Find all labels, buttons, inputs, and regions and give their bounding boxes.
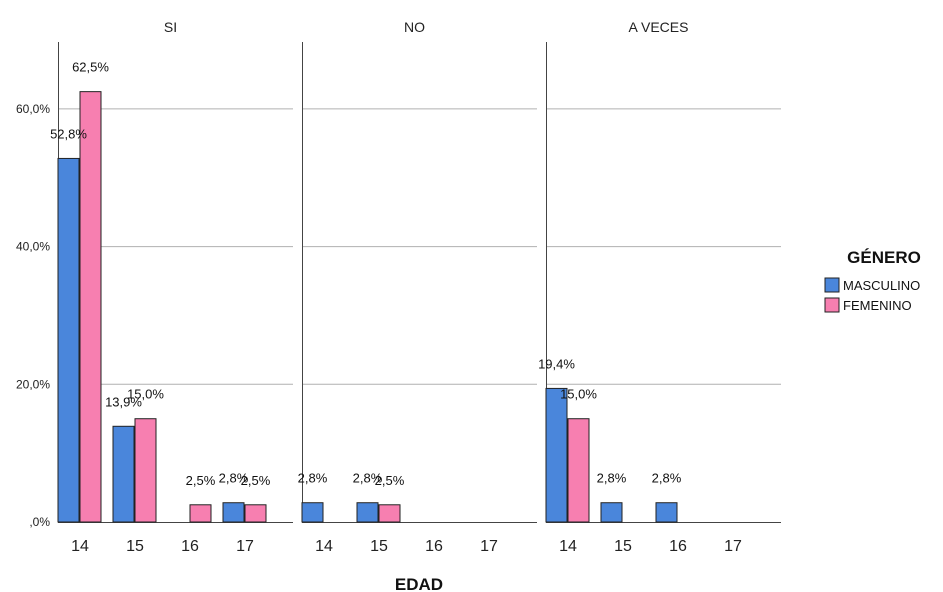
panel-title: SI <box>164 19 177 35</box>
bar-masculino <box>545 387 568 523</box>
bar-femenino <box>378 504 401 523</box>
data-label: 13,9% <box>105 394 142 409</box>
y-tick-label: 20,0% <box>16 377 50 391</box>
data-label: 2,5% <box>241 473 271 488</box>
x-tick-label: 16 <box>181 538 199 555</box>
data-labels: 52,8%13,9%2,8%62,5%15,0%2,5% 2,5% 2,8% 2,8%… <box>50 60 682 488</box>
y-tick-label: 40,0% <box>16 240 50 254</box>
y-tick-label: ,0% <box>29 515 50 529</box>
x-tick-label: 17 <box>236 538 254 555</box>
data-label: 2,8% <box>353 471 383 486</box>
x-tick-label: 15 <box>126 538 144 555</box>
data-label: 2,8% <box>652 471 682 486</box>
legend-title: GÉNERO <box>847 248 921 267</box>
legend-swatch <box>824 277 840 293</box>
bar-femenino <box>79 91 102 523</box>
data-label: 62,5% <box>72 60 109 75</box>
data-label: 2,8% <box>597 471 627 486</box>
x-tick-label: 14 <box>71 538 89 555</box>
data-label: 19,4% <box>538 356 575 371</box>
data-label: 2,8% <box>219 471 249 486</box>
bar-masculino <box>655 502 678 523</box>
data-label: 2,8% <box>298 471 328 486</box>
bar-masculino <box>57 157 80 523</box>
data-label: 15,0% <box>127 387 164 402</box>
x-tick-label: 14 <box>315 538 333 555</box>
x-tick-label: 17 <box>724 538 742 555</box>
data-label: 52,8% <box>50 126 87 141</box>
legend-label: MASCULINO <box>843 278 920 293</box>
bar-femenino <box>244 504 267 523</box>
bars <box>57 91 678 523</box>
data-label: 2,5% <box>186 473 216 488</box>
bar-masculino <box>112 425 135 523</box>
x-tick-label: 16 <box>669 538 687 555</box>
data-label: 2,5% <box>375 473 405 488</box>
x-tick-label: 16 <box>425 538 443 555</box>
x-tick-label: 14 <box>559 538 577 555</box>
bar-masculino <box>600 502 623 523</box>
x-tick-label: 15 <box>370 538 388 555</box>
panel-title: A VECES <box>629 19 689 35</box>
y-tick-label: 60,0% <box>16 102 50 116</box>
bar-femenino <box>189 504 212 523</box>
x-tick-label: 17 <box>480 538 498 555</box>
x-axis-label: EDAD <box>395 575 443 592</box>
data-label: 15,0% <box>560 387 597 402</box>
bar-masculino <box>301 502 324 523</box>
x-tick-label: 15 <box>614 538 632 555</box>
bar-femenino <box>134 418 157 523</box>
bar-masculino <box>222 502 245 523</box>
legend: GÉNERO MASCULINO FEMENINO <box>824 248 921 313</box>
bar-femenino <box>567 418 590 523</box>
bar-masculino <box>356 502 379 523</box>
legend-label: FEMENINO <box>843 298 912 313</box>
panel-title: NO <box>404 19 425 35</box>
legend-swatch <box>824 297 840 313</box>
grid-lines <box>58 108 781 385</box>
